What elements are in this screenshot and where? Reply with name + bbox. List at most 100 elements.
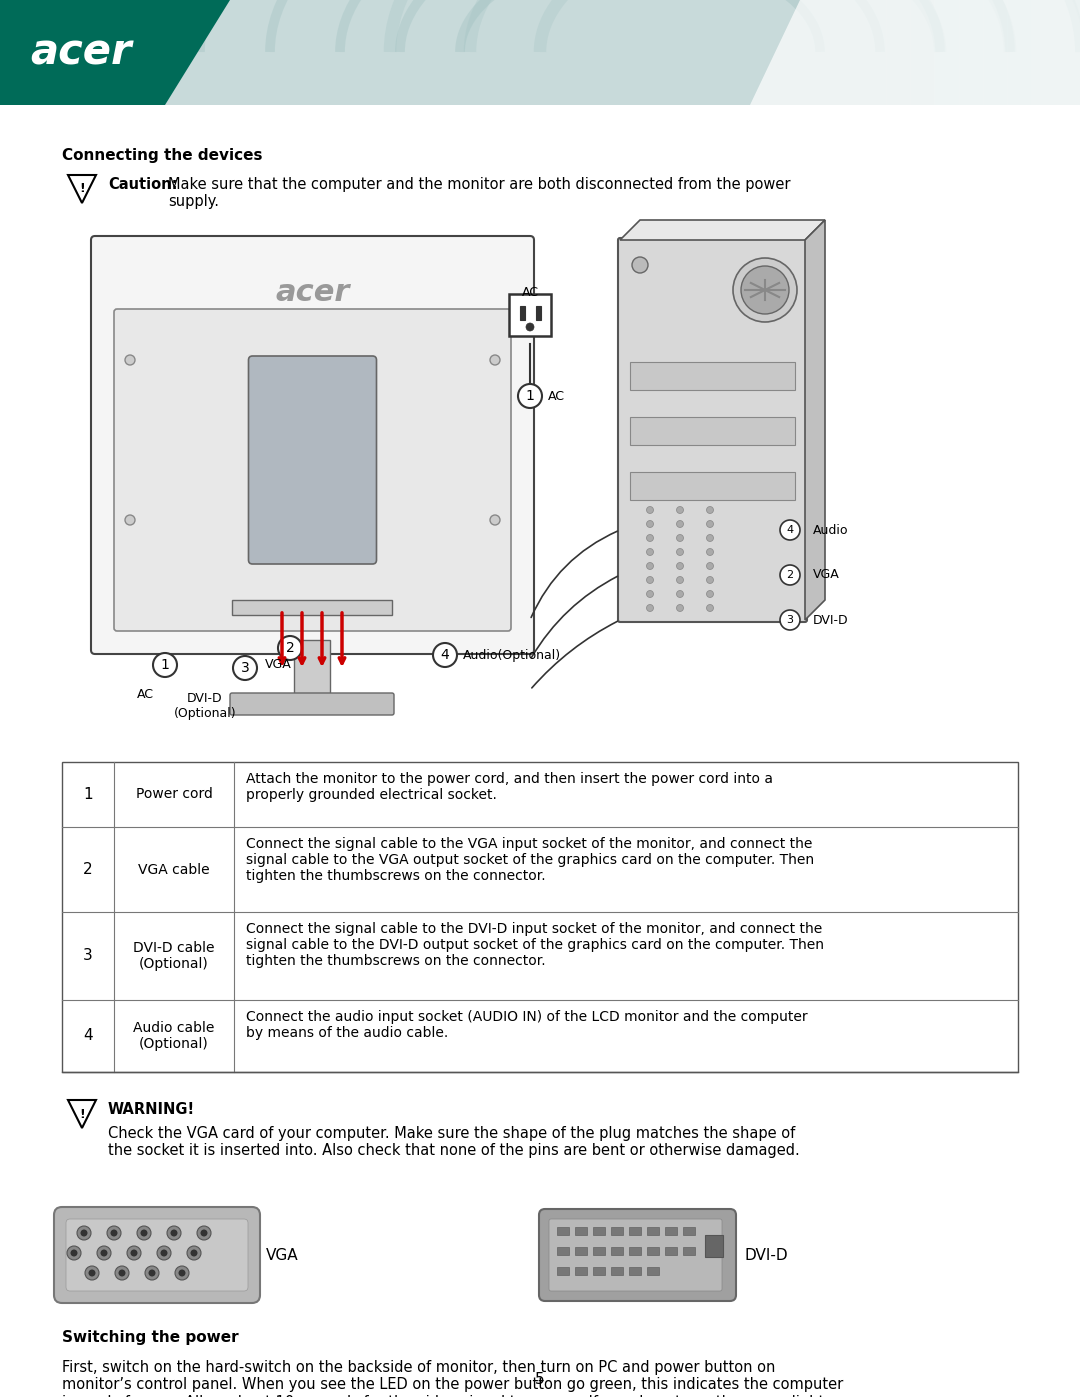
Circle shape [89, 1270, 95, 1277]
Circle shape [100, 1249, 108, 1256]
Bar [0, 0, 1080, 105]
Circle shape [97, 1246, 111, 1260]
Text: 1: 1 [83, 787, 93, 802]
Bar [629, 1267, 642, 1275]
Text: !: ! [79, 1108, 85, 1120]
Circle shape [149, 1270, 156, 1277]
Circle shape [676, 563, 684, 570]
Bar [593, 1248, 605, 1255]
Circle shape [490, 515, 500, 525]
Text: 4: 4 [441, 648, 449, 662]
Circle shape [676, 521, 684, 528]
Circle shape [110, 1229, 118, 1236]
Bar [837, 0, 862, 105]
FancyBboxPatch shape [66, 1220, 248, 1291]
Text: Connecting the devices: Connecting the devices [62, 148, 262, 163]
FancyBboxPatch shape [91, 236, 534, 654]
Circle shape [706, 577, 714, 584]
Text: Connect the audio input socket (AUDIO IN) of the LCD monitor and the computer
by: Connect the audio input socket (AUDIO IN… [246, 1010, 808, 1041]
Circle shape [127, 1246, 141, 1260]
Circle shape [706, 535, 714, 542]
Bar [886, 0, 910, 105]
Text: Power cord: Power cord [136, 788, 213, 802]
FancyBboxPatch shape [230, 693, 394, 715]
Circle shape [119, 1270, 125, 1277]
Text: Caution:: Caution: [108, 177, 177, 191]
Bar [647, 1267, 659, 1275]
Polygon shape [805, 219, 825, 620]
Polygon shape [68, 175, 96, 203]
Circle shape [706, 507, 714, 514]
Circle shape [780, 520, 800, 541]
Text: 1: 1 [161, 658, 170, 672]
Text: acer: acer [275, 278, 350, 307]
Text: acer: acer [30, 32, 132, 74]
Circle shape [676, 507, 684, 514]
Circle shape [175, 1266, 189, 1280]
Text: 2: 2 [786, 570, 794, 580]
Bar [647, 1248, 659, 1255]
Bar [594, 0, 619, 105]
Text: VGA: VGA [813, 569, 840, 581]
Circle shape [171, 1229, 177, 1236]
Circle shape [647, 507, 653, 514]
Bar [630, 472, 795, 500]
Circle shape [178, 1270, 186, 1277]
Bar [62, 761, 1018, 1071]
Polygon shape [0, 0, 230, 105]
Text: VGA cable: VGA cable [138, 862, 210, 876]
Bar [629, 1248, 642, 1255]
Bar [683, 1248, 696, 1255]
Circle shape [201, 1229, 207, 1236]
Circle shape [647, 549, 653, 556]
Circle shape [490, 355, 500, 365]
FancyBboxPatch shape [248, 356, 377, 564]
Circle shape [197, 1227, 211, 1241]
Bar [862, 0, 887, 105]
Bar [593, 1227, 605, 1235]
Text: Connect the signal cable to the DVI-D input socket of the monitor, and connect t: Connect the signal cable to the DVI-D in… [246, 922, 824, 968]
Circle shape [107, 1227, 121, 1241]
Bar [536, 306, 541, 320]
Circle shape [145, 1266, 159, 1280]
Bar [813, 0, 838, 105]
Bar [647, 1227, 659, 1235]
Circle shape [187, 1246, 201, 1260]
Bar [611, 1248, 623, 1255]
Bar [683, 1227, 696, 1235]
Circle shape [125, 355, 135, 365]
Circle shape [733, 258, 797, 321]
Bar [983, 0, 1008, 105]
Circle shape [526, 323, 534, 331]
Text: Attach the monitor to the power cord, and then insert the power cord into a
prop: Attach the monitor to the power cord, an… [246, 773, 773, 802]
Bar [667, 0, 692, 105]
Circle shape [676, 577, 684, 584]
Circle shape [676, 549, 684, 556]
Bar [1008, 0, 1032, 105]
FancyBboxPatch shape [54, 1207, 260, 1303]
Text: !: ! [79, 183, 85, 196]
Bar [519, 306, 525, 320]
Bar [788, 0, 813, 105]
Bar [1031, 0, 1056, 105]
Text: DVI-D: DVI-D [813, 613, 849, 626]
Circle shape [137, 1227, 151, 1241]
Circle shape [131, 1249, 137, 1256]
Polygon shape [620, 219, 825, 240]
Text: DVI-D
(Optional): DVI-D (Optional) [174, 692, 237, 719]
Bar [509, 293, 551, 337]
Bar [618, 0, 644, 105]
Circle shape [233, 657, 257, 680]
Bar [575, 1267, 588, 1275]
Bar [665, 1227, 677, 1235]
Circle shape [85, 1266, 99, 1280]
Text: 3: 3 [786, 615, 794, 624]
Bar [715, 0, 741, 105]
Bar [611, 1267, 623, 1275]
Circle shape [632, 257, 648, 272]
Circle shape [741, 265, 789, 314]
Text: Audio cable
(Optional): Audio cable (Optional) [133, 1021, 215, 1051]
Circle shape [153, 652, 177, 678]
Circle shape [676, 605, 684, 612]
Bar [575, 1227, 588, 1235]
